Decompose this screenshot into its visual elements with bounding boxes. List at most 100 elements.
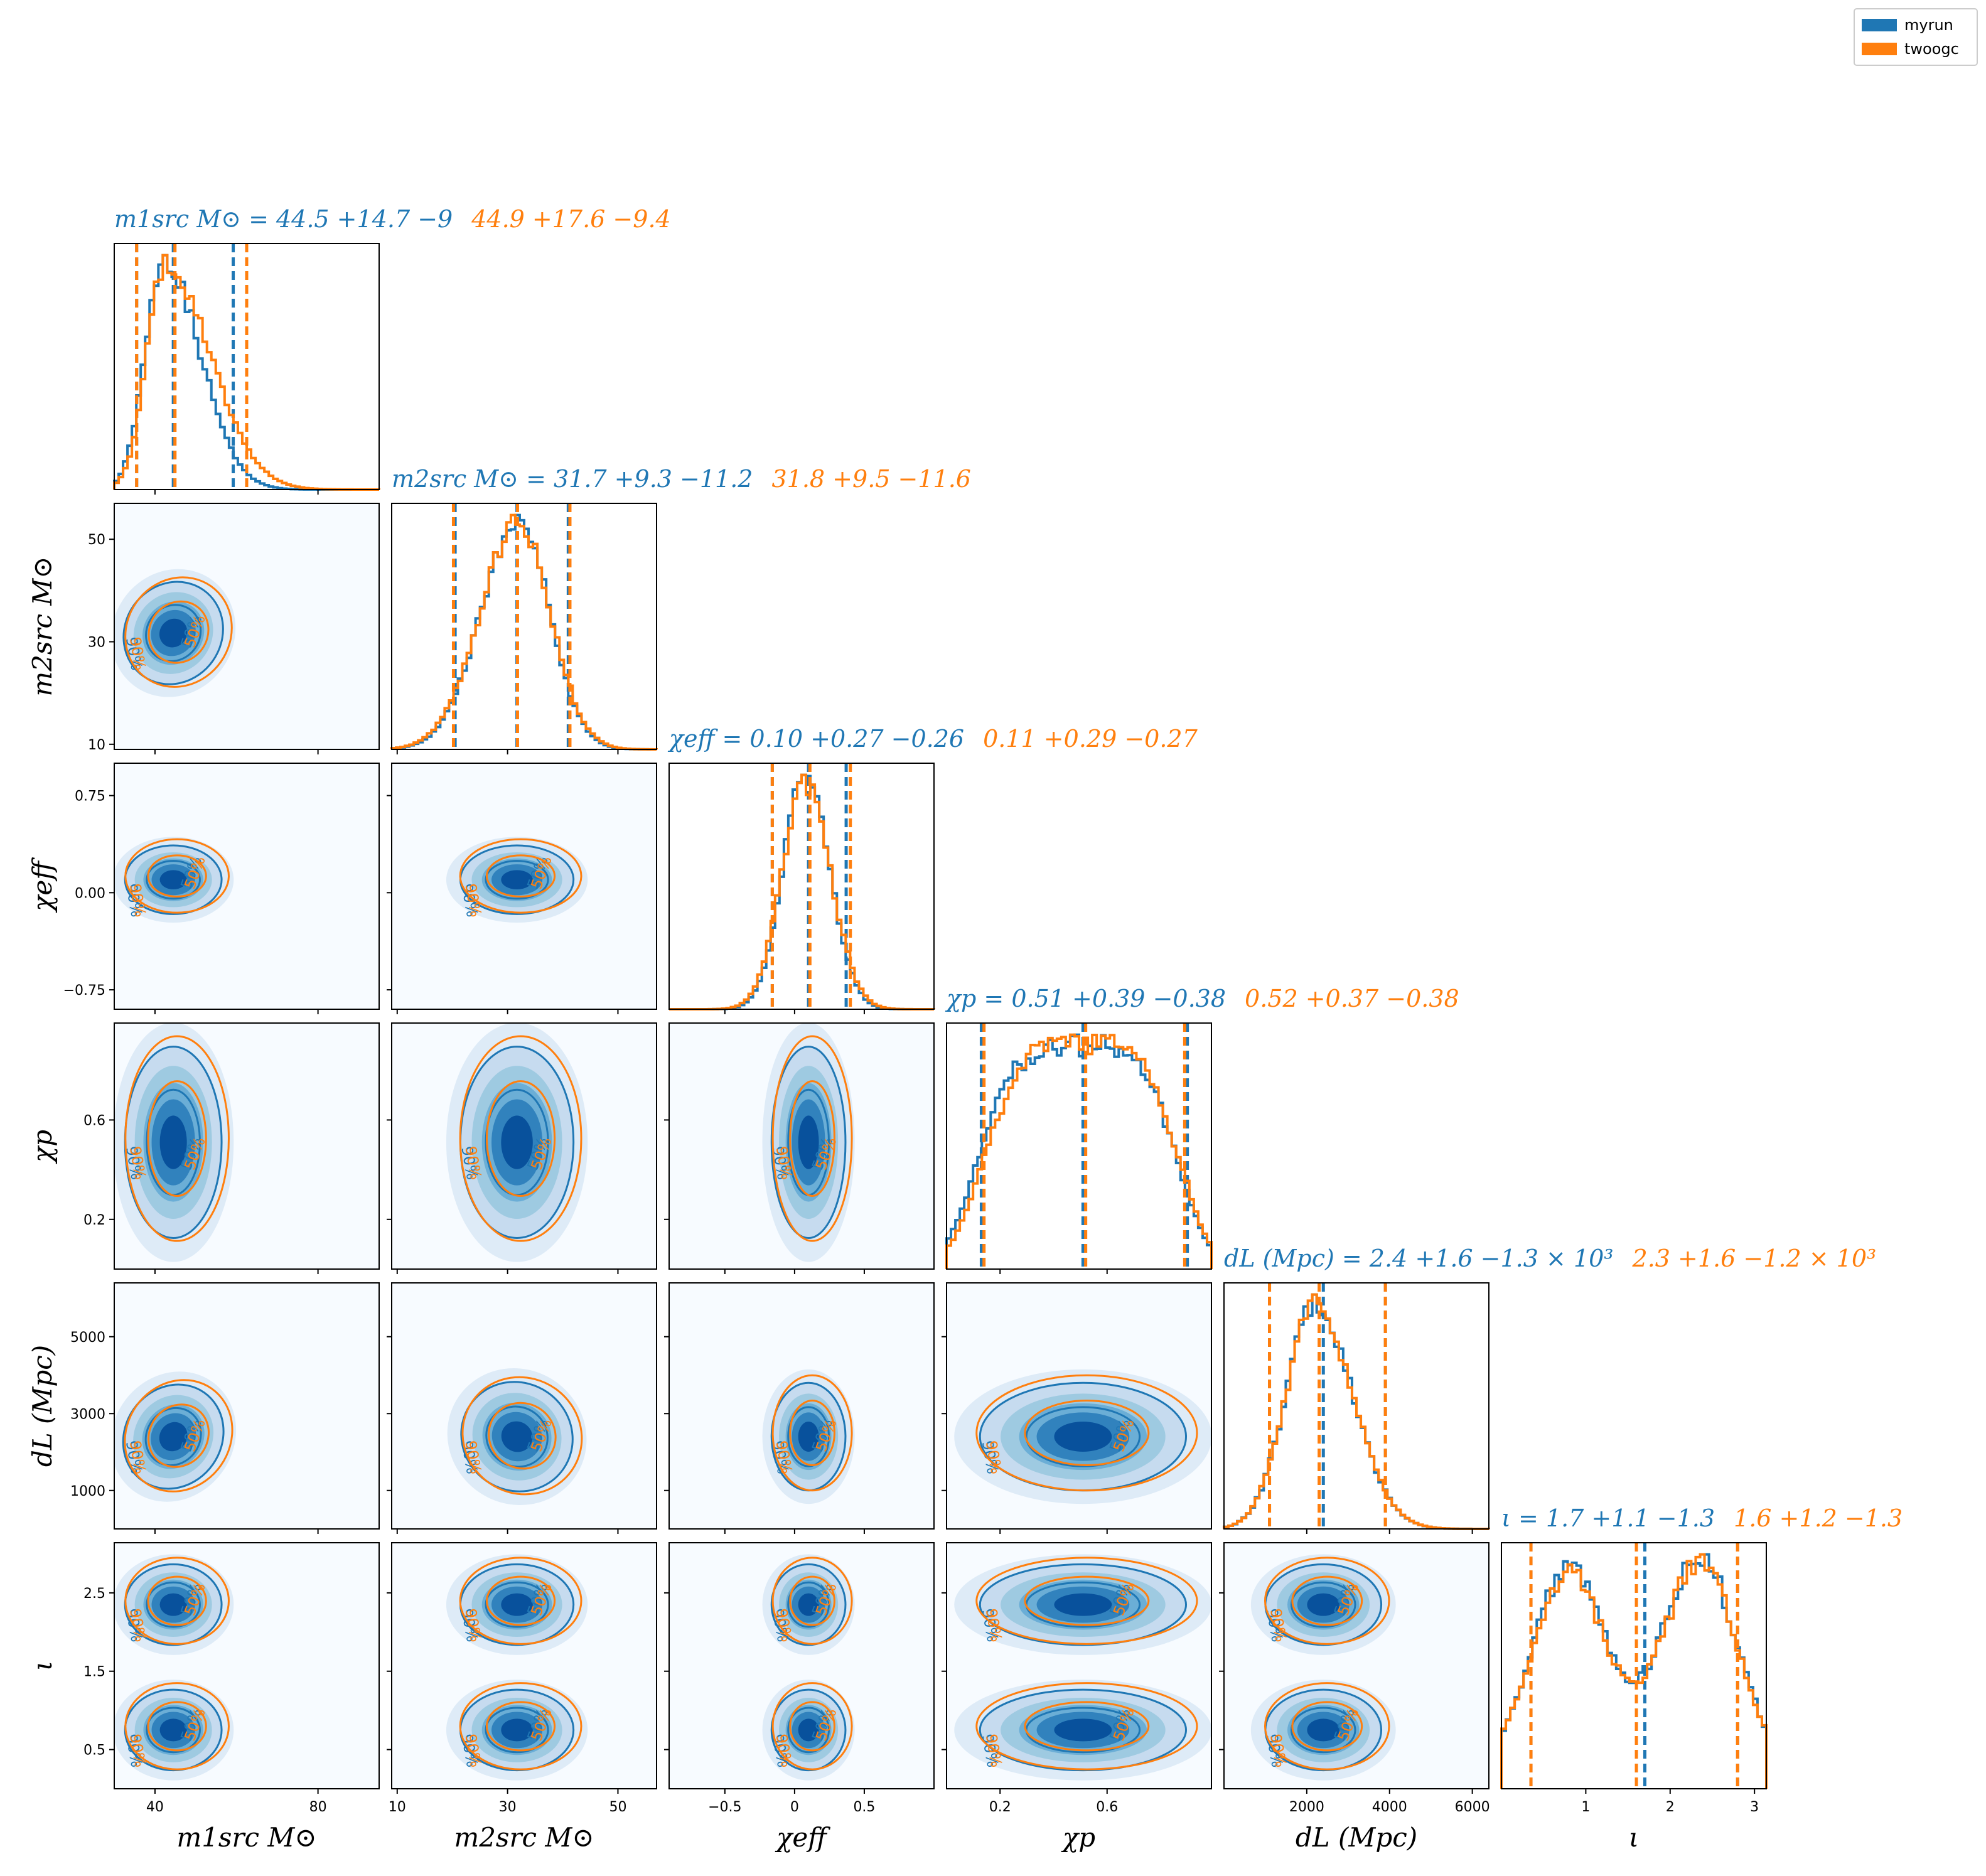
legend-label-myrun: myrun — [1904, 16, 1953, 34]
density-level-5 — [159, 618, 188, 648]
contour-50-myrun — [146, 860, 201, 900]
contour-90-twoogc — [1264, 1557, 1390, 1645]
panel-frame-chi_eff-m2 — [391, 763, 657, 1010]
legend: myrun twoogc — [1854, 8, 1978, 66]
contour-90-twoogc — [771, 1682, 853, 1771]
panel-frame-iota-chi_eff — [668, 1542, 935, 1789]
panel-frame-chi_eff-m1 — [114, 763, 380, 1010]
density-level-5 — [501, 1421, 533, 1452]
panel-frame-dL-m1 — [114, 1282, 380, 1530]
density-level-5 — [501, 1718, 533, 1742]
contour-50-myrun — [485, 1707, 549, 1754]
panel-frame-iota-chi_p — [946, 1542, 1212, 1789]
title-m1-myrun: m1src M⊙ = 44.5 +14.7 −9 — [114, 205, 453, 233]
ylabel-dL: dL (Mpc) — [27, 1345, 58, 1467]
density-iota-chi_eff: 90%50%90%50%90%50%90%50% — [762, 1554, 855, 1781]
density-level-5 — [798, 1593, 819, 1616]
panel-frame-chi_p-m1 — [114, 1022, 380, 1270]
contour-90-twoogc — [124, 1557, 230, 1645]
contour-90-twoogc — [461, 1376, 583, 1496]
hist-chi_p-twoogc — [945, 1033, 1213, 1269]
contour-90-myrun — [979, 1563, 1188, 1646]
contour-90-twoogc — [124, 576, 233, 688]
contour-50-twoogc — [148, 600, 210, 664]
density-level-5 — [501, 870, 533, 889]
contour-90-twoogc — [459, 1682, 582, 1771]
contour-90-myrun — [770, 1046, 847, 1240]
contour-50-myrun — [485, 1405, 549, 1468]
contour-50-twoogc — [1024, 1400, 1150, 1466]
contour-90-twoogc — [459, 1035, 582, 1242]
ytick-label-chi_p: 0.6 — [83, 1113, 105, 1128]
panel-frame-m1-m1 — [114, 243, 380, 490]
contour-50-myrun — [146, 1581, 201, 1628]
xlabel-m2: m2src M⊙ — [454, 1822, 594, 1853]
xtick-label-chi_eff: −0.5 — [708, 1799, 741, 1815]
ytick-label-chi_eff: 0.00 — [75, 886, 105, 901]
contour-50-myrun — [485, 1581, 549, 1628]
ytick-label-dL: 3000 — [70, 1407, 105, 1422]
title-chi_p-twoogc: 0.52 +0.37 −0.38 — [1245, 985, 1459, 1012]
density-level-5 — [1307, 1718, 1340, 1742]
xtick-label-iota: 1 — [1581, 1799, 1590, 1815]
contour-50-twoogc — [486, 1701, 556, 1752]
density-level-5 — [159, 1593, 187, 1616]
contour-90-twoogc — [459, 838, 582, 914]
hist-dL-twoogc — [1223, 1293, 1490, 1530]
xtick-label-chi_eff: 0.5 — [853, 1799, 875, 1815]
legend-swatch-myrun — [1862, 19, 1897, 31]
xtick-label-m2: 30 — [499, 1799, 517, 1815]
hist-chi_eff-myrun — [669, 773, 934, 1010]
panel-frame-chi_eff-chi_eff — [668, 763, 935, 1010]
xlabel-chi_p: χp — [1061, 1822, 1095, 1853]
density-level-5 — [1307, 1593, 1340, 1616]
contour-50-myrun — [787, 1406, 830, 1467]
title-iota-twoogc: 1.6 +1.2 −1.3 — [1734, 1504, 1903, 1532]
contour-50-myrun — [146, 1707, 201, 1754]
density-iota-m2: 90%50%90%50%90%50%90%50% — [446, 1554, 588, 1781]
density-chi_eff-m1: 90%50%90%50% — [114, 837, 234, 923]
ytick-label-chi_eff: 0.75 — [75, 789, 105, 805]
title-m2-myrun: m2src M⊙ = 31.7 +9.3 −11.2 — [392, 465, 753, 493]
hist-iota-twoogc — [1500, 1553, 1768, 1789]
ytick-label-dL: 5000 — [70, 1330, 105, 1346]
density-chi_p-m2: 90% 50%90% 50% — [446, 1023, 588, 1262]
panel-frame-chi_p-chi_eff — [668, 1022, 935, 1270]
ytick-label-m2: 10 — [88, 737, 105, 753]
contour-50-twoogc — [147, 854, 207, 898]
contour-50-twoogc — [486, 1080, 556, 1198]
ylabel-m2: m2src M⊙ — [27, 556, 58, 696]
xlabel-dL: dL (Mpc) — [1296, 1822, 1417, 1853]
xtick-label-m1: 80 — [309, 1799, 327, 1815]
hist-m2-myrun — [390, 513, 658, 751]
density-chi_p-m1: 90% 50%90% 50% — [114, 1023, 234, 1262]
density-iota-chi_p: 90%50%90%50%90%50%90%50% — [954, 1554, 1211, 1781]
contour-90-twoogc — [975, 1557, 1198, 1645]
panel-frame-dL-chi_p — [946, 1282, 1212, 1530]
density-level-5 — [159, 870, 187, 889]
title-dL-myrun: dL (Mpc) = 2.4 +1.6 −1.3 × 10³ — [1224, 1245, 1614, 1272]
ytick-label-chi_p: 0.2 — [83, 1213, 105, 1228]
contour-50-twoogc — [1291, 1575, 1363, 1626]
contour-50-twoogc — [1024, 1701, 1150, 1752]
title-m2-twoogc: 31.8 +9.5 −11.6 — [771, 465, 971, 493]
panel-frame-iota-m1 — [114, 1542, 380, 1789]
ytick-label-chi_eff: −0.75 — [63, 983, 105, 999]
contour-90-twoogc — [771, 1557, 853, 1645]
title-chi_p-myrun: χp = 0.51 +0.39 −0.38 — [945, 985, 1226, 1012]
xlabel-m1: m1src M⊙ — [176, 1822, 316, 1853]
xtick-label-dL: 4000 — [1372, 1799, 1407, 1815]
density-iota-m1: 90%50%90%50%90%50%90%50% — [114, 1554, 234, 1781]
xtick-label-chi_eff: 0 — [790, 1799, 799, 1815]
contour-50-myrun — [1025, 1406, 1141, 1467]
contour-50-myrun — [1290, 1707, 1356, 1754]
ytick-label-iota: 2.5 — [83, 1586, 105, 1602]
density-level-5 — [798, 1718, 819, 1742]
contour-50-myrun — [787, 1581, 830, 1628]
contour-90-twoogc — [975, 1374, 1198, 1492]
contour-90-myrun — [979, 1688, 1188, 1772]
ytick-label-m2: 30 — [88, 635, 105, 651]
contour-50-myrun — [145, 604, 202, 662]
title-chi_eff-myrun: χeff = 0.10 +0.27 −0.26 — [667, 725, 964, 753]
legend-swatch-twoogc — [1862, 43, 1897, 55]
